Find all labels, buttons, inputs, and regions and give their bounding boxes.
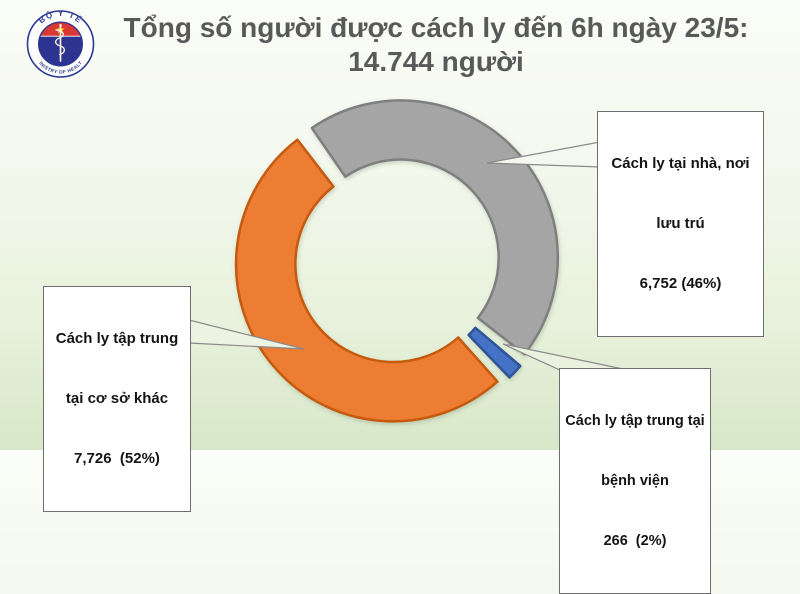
moh-logo: BỘ Y TẾ MINISTRY OF HEALTH <box>22 3 95 78</box>
donut-segment-hospital <box>467 326 522 379</box>
callout-hospital-label-line2: bệnh viện <box>601 473 669 489</box>
callout-other-value: 7,726 (52%) <box>74 450 160 467</box>
callout-home-label-line1: Cách ly tại nhà, nơi <box>611 155 750 172</box>
callout-other-label-line1: Cách ly tập trung <box>55 330 179 347</box>
donut-segment-home-residence <box>310 99 560 356</box>
page-title-line2: 14.744 người <box>348 46 524 77</box>
callout-home-residence: Cách ly tại nhà, nơi lưu trú 6,752 (46%) <box>597 111 764 337</box>
callout-home-value: 6,752 (46%) <box>639 275 722 292</box>
callout-hospital-label-line1: Cách ly tập trung tại <box>565 413 705 429</box>
donut-segments <box>234 99 560 423</box>
donut-segment-other-facility <box>234 138 499 423</box>
callout-home-label-line2: lưu trú <box>656 215 705 232</box>
logo-staff-snake-icon <box>54 24 66 62</box>
infographic-canvas: BỘ Y TẾ MINISTRY OF HEALTH Tổng số người… <box>22 3 764 594</box>
page-title-line1: Tổng số người được cách ly đến 6h ngày 2… <box>123 12 749 43</box>
donut-chart <box>188 99 624 423</box>
page-title: Tổng số người được cách ly đến 6h ngày 2… <box>112 11 760 79</box>
callout-other-label-line2: tại cơ sở khác <box>65 390 169 407</box>
callout-other-facility: Cách ly tập trung tại cơ sở khác 7,726 (… <box>43 286 191 512</box>
callout-hospital: Cách ly tập trung tại bệnh viện 266 (2%) <box>559 368 711 594</box>
callout-hospital-value: 266 (2%) <box>603 533 667 549</box>
